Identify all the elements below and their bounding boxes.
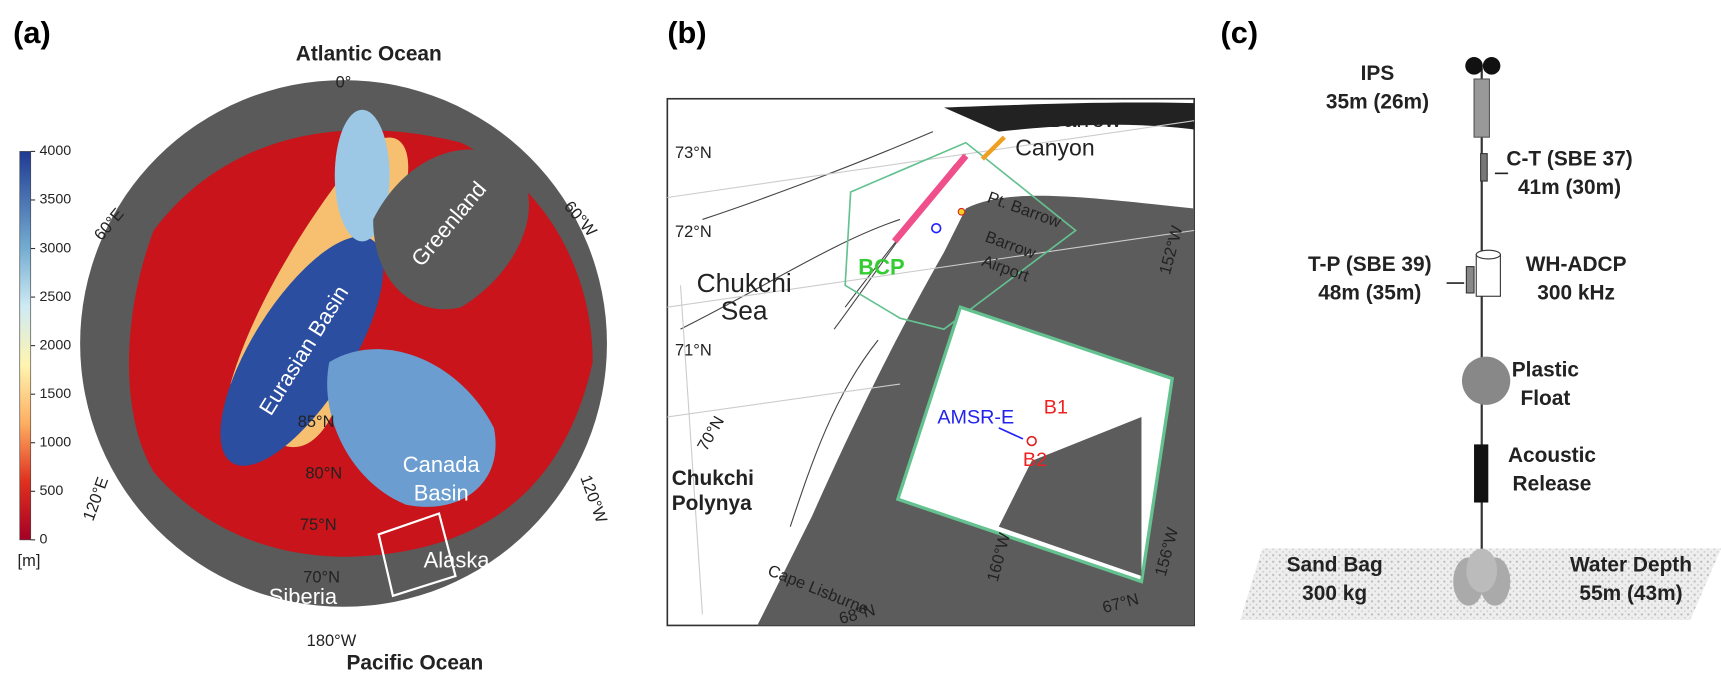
colorbar-tick-label: 2000 (40, 337, 72, 353)
place-label: B2 (1023, 449, 1047, 471)
colorbar-tick-label: 500 (40, 483, 64, 499)
latitude-label: 85°N (298, 413, 335, 431)
latitude-label: 72°N (675, 223, 712, 241)
place-label: Polynya (672, 492, 752, 515)
item-label: IPS (1361, 62, 1395, 85)
item-label: Plastic (1512, 358, 1579, 381)
ct-sensor (1481, 154, 1488, 181)
item-label: WH-ADCP (1526, 253, 1627, 276)
tp-sensor (1466, 267, 1474, 293)
longitude-label: 0° (336, 74, 352, 92)
longitude-label: 120°E (80, 475, 112, 523)
item-label: 35m (26m) (1326, 91, 1429, 114)
place-label: Canyon (1015, 134, 1094, 160)
place-label: Chukchi (672, 467, 754, 490)
site-marker (958, 208, 965, 215)
colorbar-tick-label: 2500 (40, 289, 72, 305)
item-label: T-P (SBE 39) (1308, 253, 1432, 276)
region-label: Siberia (269, 584, 338, 609)
place-label: BCP (858, 255, 904, 280)
adcp (1476, 255, 1500, 297)
place-label: B1 (1044, 396, 1068, 418)
panel-label: (c) (1221, 15, 1259, 50)
item-label: 300 kg (1302, 582, 1367, 605)
ocean-label: Atlantic Ocean (296, 42, 442, 65)
colorbar-tick-label: 1500 (40, 386, 72, 402)
anchor (1466, 549, 1497, 593)
colorbar (20, 151, 31, 539)
region-label: Canada (403, 452, 481, 477)
adcp-top (1476, 250, 1500, 259)
panel-c: (c) IPS 35m (26m) C-T (SBE 37) 41m (30m)… (1221, 15, 1721, 620)
colorbar-unit: [m] (18, 552, 41, 570)
item-label: Release (1513, 472, 1592, 495)
item-label: Sand Bag (1287, 554, 1383, 577)
float (1483, 57, 1501, 75)
place-label: Barrow (1048, 106, 1121, 132)
latitude-label: 73°N (675, 144, 712, 162)
colorbar-tick-label: 3000 (40, 240, 72, 256)
item-label: 41m (30m) (1518, 176, 1621, 199)
item-label: Acoustic (1508, 444, 1596, 467)
latitude-label: 75°N (300, 516, 337, 534)
panel-b: (b) Barrow Canyon Pt. Barrow Barrow Airp… (667, 15, 1194, 628)
float (1465, 57, 1483, 75)
longitude-label: 180°W (307, 632, 357, 650)
item-label: Water Depth (1570, 554, 1692, 577)
region-label: Basin (414, 481, 469, 506)
acoustic-release (1474, 444, 1488, 502)
place-label: AMSR-E (937, 406, 1014, 428)
figure: (a) Atlantic Ocean Pacific Ocean 0° 60°E… (0, 0, 1721, 677)
place-label: Sea (721, 296, 768, 326)
colorbar-tick-label: 3500 (40, 192, 72, 208)
place-label: Chukchi (697, 268, 792, 298)
item-label: 48m (35m) (1318, 282, 1421, 305)
longitude-label: 120°W (576, 473, 610, 526)
item-label: C-T (SBE 37) (1506, 148, 1632, 171)
item-label: 55m (43m) (1579, 582, 1682, 605)
plastic-float (1462, 357, 1510, 405)
latitude-label: 71°N (675, 341, 712, 359)
panel-a: (a) Atlantic Ocean Pacific Ocean 0° 60°E… (13, 15, 610, 674)
colorbar-ticks: 0 500 1000 1500 2000 2500 3000 3500 4000 (31, 143, 72, 547)
ips (1474, 79, 1489, 137)
item-label: 300 kHz (1537, 282, 1615, 305)
ocean-label: Pacific Ocean (347, 651, 484, 674)
colorbar-tick-label: 0 (40, 532, 48, 548)
region-label: Alaska (424, 548, 491, 573)
panel-label: (a) (13, 15, 51, 50)
panel-label: (b) (667, 15, 706, 50)
colorbar-tick-label: 4000 (40, 143, 72, 159)
item-label: Float (1520, 387, 1570, 410)
colorbar-tick-label: 1000 (40, 435, 72, 451)
latitude-label: 80°N (305, 464, 342, 482)
